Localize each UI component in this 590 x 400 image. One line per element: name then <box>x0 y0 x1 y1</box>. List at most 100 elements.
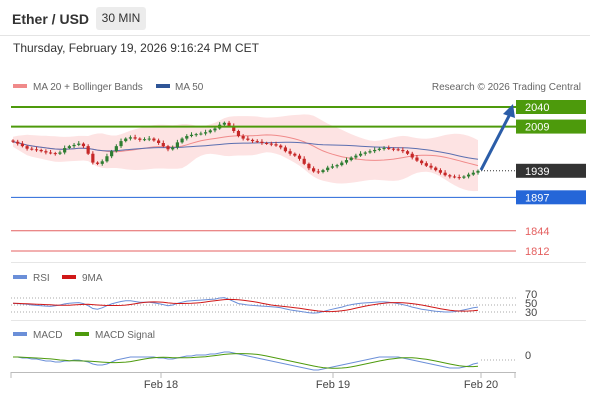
x-tick-label-feb19: Feb 19 <box>316 379 350 391</box>
candle-body <box>340 162 344 166</box>
candle-body <box>363 152 367 154</box>
candle-body <box>171 147 175 150</box>
candle-body <box>72 144 76 147</box>
x-tick-label-feb18: Feb 18 <box>144 379 178 391</box>
level-label-2009: 2009 <box>525 122 549 134</box>
rsi-legend-swatch <box>13 275 27 279</box>
candle-body <box>316 171 320 173</box>
candle-body <box>420 160 424 164</box>
level-badge-2040 <box>516 100 586 114</box>
bollinger-band <box>13 114 478 192</box>
candle-body <box>11 140 15 142</box>
candle-body <box>128 137 133 139</box>
candle-body <box>232 125 236 131</box>
level-label-1812: 1812 <box>525 246 549 258</box>
projection-arrow <box>479 113 512 171</box>
candle-body <box>100 161 104 164</box>
candle-body <box>16 141 20 144</box>
candle-body <box>175 142 179 148</box>
candle-body <box>53 153 57 155</box>
candle-body <box>396 149 400 151</box>
candle-body <box>429 165 433 168</box>
candle-body <box>255 141 259 143</box>
candle-body <box>213 128 217 131</box>
level-label-1939: 1939 <box>525 166 549 178</box>
candle-body <box>189 134 194 137</box>
rsi9ma-legend-swatch <box>62 275 76 279</box>
chart-header: Ether / USD 30 MIN <box>0 0 590 36</box>
timeframe-button[interactable]: 30 MIN <box>96 7 146 30</box>
candle-body <box>377 148 381 150</box>
candle-body <box>133 137 137 139</box>
candle-body <box>457 177 461 179</box>
candle-body <box>138 138 142 140</box>
level-badge-1897 <box>516 190 586 205</box>
candle-body <box>166 146 170 150</box>
candle-body <box>265 143 269 144</box>
level-label-2040: 2040 <box>525 102 549 114</box>
candle-body <box>344 160 349 163</box>
candle-body <box>194 134 198 136</box>
candle-body <box>326 167 330 171</box>
candle-body <box>222 122 226 125</box>
candle-body <box>438 170 443 173</box>
candle-body <box>373 149 377 152</box>
candle-body <box>349 157 353 161</box>
candle-body <box>236 131 241 137</box>
rsi-tick-50: 50 <box>525 298 537 310</box>
candle-body <box>452 176 457 178</box>
macd-signal-legend-swatch <box>75 332 89 336</box>
candle-body <box>199 133 203 135</box>
candle-body <box>321 170 325 173</box>
candle-body <box>312 168 316 172</box>
chart-datetime: Thursday, February 19, 2026 9:16:24 PM C… <box>13 41 259 55</box>
candle-body <box>467 174 471 177</box>
candle-body <box>119 141 123 147</box>
candle-body <box>382 148 386 150</box>
candle-body <box>293 153 297 156</box>
candle-body <box>250 139 255 142</box>
x-tick-label-feb20: Feb 20 <box>464 379 498 391</box>
level-label-1897: 1897 <box>525 192 549 204</box>
candle-body <box>288 151 292 154</box>
candle-body <box>279 145 283 148</box>
candle-body <box>241 136 245 139</box>
macd-legend-swatch <box>13 332 27 336</box>
candle-body <box>260 141 264 143</box>
candle-body <box>77 143 81 145</box>
candle-body <box>462 176 466 178</box>
candle-body <box>302 158 306 164</box>
rsi-legend-label: RSI <box>33 273 50 284</box>
candle-body <box>20 143 24 147</box>
candle-body <box>63 148 67 153</box>
level-label-1844: 1844 <box>525 226 549 238</box>
candle-body <box>443 172 447 176</box>
candle-body <box>30 148 34 150</box>
rsi9ma-legend-label: 9MA <box>82 273 103 284</box>
candle-body <box>387 148 391 150</box>
candle-body <box>415 157 419 161</box>
macd-signal-line <box>13 353 479 369</box>
candle-body <box>391 148 396 150</box>
candle-body <box>269 143 273 145</box>
candle-body <box>405 151 410 154</box>
rsi-9ma-line <box>12 298 479 313</box>
candle-body <box>424 163 428 166</box>
candle-body <box>274 144 278 146</box>
candle-body <box>81 143 86 147</box>
candle-body <box>48 152 53 154</box>
rsi-tick-70: 70 <box>525 289 537 301</box>
ma50-legend-label: MA 50 <box>175 82 204 93</box>
candle-body <box>105 156 109 162</box>
candle-body <box>185 136 189 139</box>
candle-body <box>110 151 114 157</box>
candle-body <box>410 153 414 158</box>
candle-body <box>25 146 29 149</box>
candle-body <box>448 175 452 177</box>
ma50-line <box>12 141 479 160</box>
candle-body <box>401 149 405 152</box>
candle-body <box>39 149 43 152</box>
credit-label: Research © 2026 Trading Central <box>432 82 581 93</box>
candle-body <box>297 155 302 159</box>
